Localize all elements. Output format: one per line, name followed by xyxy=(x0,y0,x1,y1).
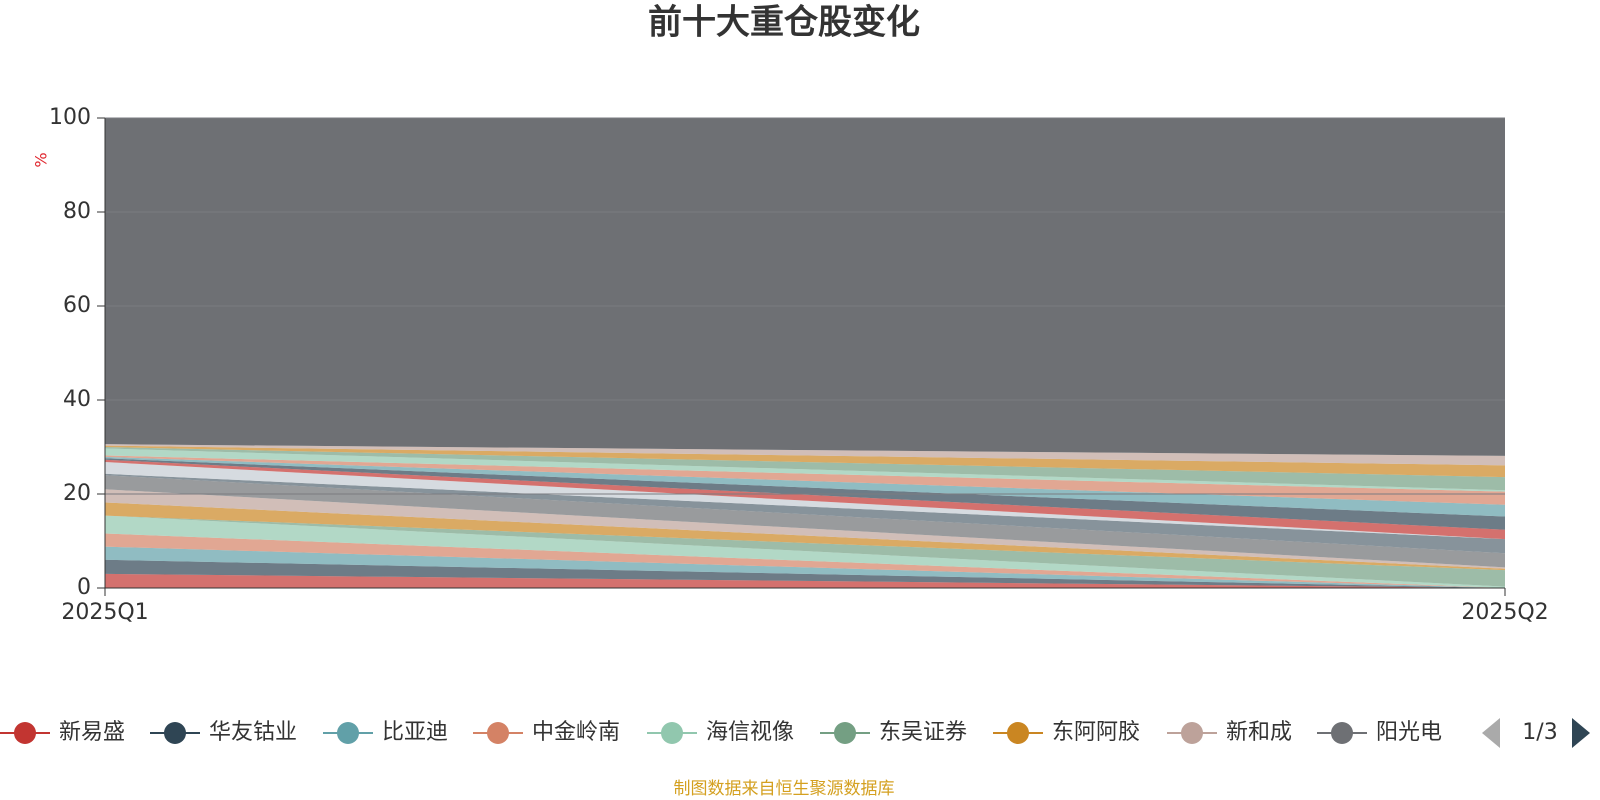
legend-label[interactable]: 中金岭南 xyxy=(532,720,620,745)
legend-marker xyxy=(661,722,683,744)
area xyxy=(105,502,1505,571)
legend-marker xyxy=(14,722,36,744)
legend-prev[interactable] xyxy=(1482,718,1500,748)
area xyxy=(105,515,1505,588)
x-tick-label: 2025Q2 xyxy=(1461,600,1548,625)
area xyxy=(105,448,1505,492)
area xyxy=(105,462,1505,540)
area xyxy=(105,444,1505,466)
y-tick-label: 60 xyxy=(63,293,91,318)
legend-label[interactable]: 新和成 xyxy=(1226,720,1292,745)
area xyxy=(105,447,1505,491)
legend-label[interactable]: 东阿阿胶 xyxy=(1052,720,1140,745)
legend-label[interactable]: 海信视像 xyxy=(706,720,794,745)
y-axis-label: % xyxy=(32,152,51,167)
y-tick-label: 20 xyxy=(63,481,91,506)
y-tick-label: 100 xyxy=(49,105,91,130)
legend-marker xyxy=(487,722,509,744)
area xyxy=(105,475,1505,568)
area xyxy=(105,559,1505,588)
legend-marker xyxy=(1331,722,1353,744)
x-tick-label: 2025Q1 xyxy=(61,600,148,625)
plot: 0 20 40 60 80 100 2025Q1 2025Q2 xyxy=(49,105,1549,625)
y-tick-label: 40 xyxy=(63,387,91,412)
y-tick-label: 0 xyxy=(77,575,91,600)
area xyxy=(105,456,1505,517)
legend-marker xyxy=(1007,722,1029,744)
legend-marker xyxy=(337,722,359,744)
area xyxy=(105,515,1505,587)
area xyxy=(105,445,1505,478)
legend-next[interactable] xyxy=(1572,718,1590,748)
area xyxy=(105,489,1505,569)
y-tick-label: 80 xyxy=(63,199,91,224)
source-note: 制图数据来自恒生聚源数据库 xyxy=(674,779,895,799)
legend-label[interactable]: 新易盛 xyxy=(59,720,125,745)
legend-page: 1/3 xyxy=(1522,720,1557,745)
legend-marker xyxy=(1181,722,1203,744)
area xyxy=(105,455,1505,505)
legend-label[interactable]: 华友钴业 xyxy=(209,720,297,745)
legend-marker xyxy=(834,722,856,744)
area xyxy=(105,459,1505,540)
legend-label[interactable]: 阳光电 xyxy=(1376,720,1442,745)
area xyxy=(105,118,1505,456)
legend: 新易盛 华友钴业 比亚迪 中金岭南 海信视像 东吴证券 东阿阿胶 新和成 阳光电 xyxy=(0,720,1442,745)
legend-marker xyxy=(164,722,186,744)
chart-title: 前十大重仓股变化 xyxy=(648,3,920,43)
legend-label[interactable]: 比亚迪 xyxy=(382,720,448,745)
legend-label[interactable]: 东吴证券 xyxy=(879,720,967,745)
